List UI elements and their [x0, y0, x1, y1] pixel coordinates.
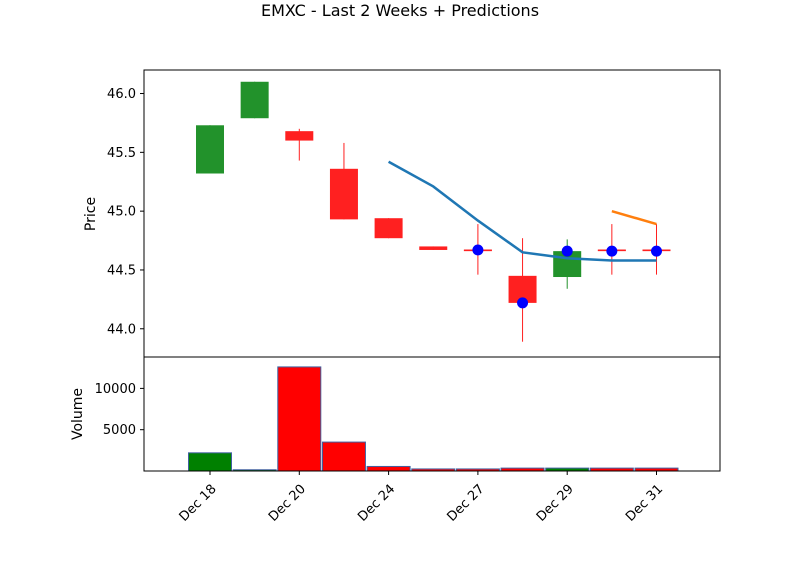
candle-body — [285, 131, 314, 141]
candle-body — [419, 246, 448, 250]
volume-bar — [188, 452, 232, 472]
volume-marks — [188, 366, 679, 472]
candle-body — [374, 218, 403, 239]
prediction-line-2 — [611, 209, 657, 226]
price-plot-frame — [143, 69, 721, 358]
volume-panel: 5000 10000 Volume — [70, 356, 721, 472]
volume-y-tick-label: 10000 — [95, 382, 136, 397]
x-tick-label: Dec 20 — [266, 482, 309, 525]
volume-bar — [366, 465, 411, 472]
x-tick-label: Dec 29 — [534, 482, 577, 525]
price-y-tick-label: 45.0 — [107, 205, 136, 220]
prediction-marker — [606, 245, 618, 257]
volume-y-axis: 5000 10000 — [95, 382, 144, 438]
x-tick-label: Dec 31 — [623, 482, 666, 525]
chart-title: EMXC - Last 2 Weeks + Predictions — [261, 1, 539, 20]
price-axis-label: Price — [83, 197, 99, 231]
prediction-marker — [651, 245, 662, 257]
x-tick-label: Dec 24 — [355, 482, 398, 525]
x-axis: Dec 18 Dec 20 Dec 24 Dec 27 Dec 29 Dec 31 — [177, 471, 666, 525]
candle-body — [196, 125, 224, 174]
price-marks — [196, 81, 671, 342]
prediction-marker — [517, 297, 529, 309]
volume-bar — [321, 441, 366, 472]
volume-y-tick-label: 5000 — [103, 423, 136, 438]
volume-axis-label: Volume — [70, 388, 86, 440]
prediction-marker — [561, 245, 573, 257]
volume-bar — [277, 366, 322, 472]
prediction-line-1 — [387, 160, 657, 262]
candle-body — [329, 168, 358, 220]
volume-plot-frame — [143, 356, 721, 472]
price-y-tick-label: 46.0 — [107, 87, 136, 102]
price-y-tick-label: 44.0 — [107, 322, 136, 337]
price-panel: 44.0 44.5 45.0 45.5 46.0 Price — [83, 69, 721, 358]
x-tick-label: Dec 27 — [445, 482, 488, 525]
prediction-marker — [472, 244, 484, 256]
price-y-axis: 44.0 44.5 45.0 45.5 46.0 — [107, 87, 144, 337]
x-tick-label: Dec 18 — [177, 482, 220, 525]
price-y-tick-label: 45.5 — [107, 146, 136, 161]
candle-body — [240, 81, 269, 119]
price-y-tick-label: 44.5 — [107, 263, 136, 278]
